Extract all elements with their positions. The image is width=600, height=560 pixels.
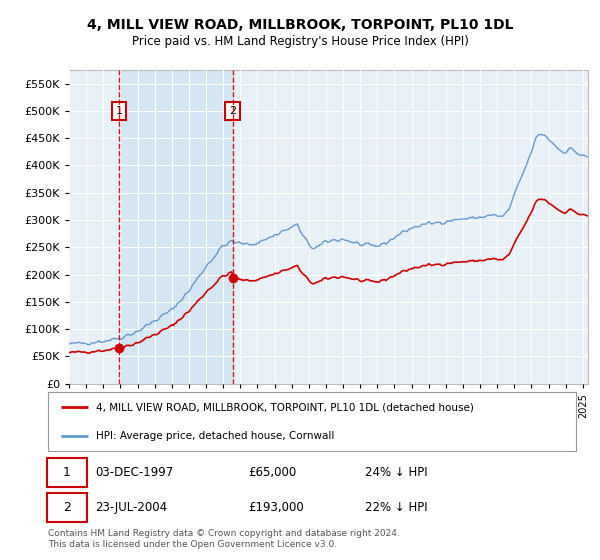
Text: Price paid vs. HM Land Registry's House Price Index (HPI): Price paid vs. HM Land Registry's House … <box>131 35 469 49</box>
Text: 2: 2 <box>229 106 236 116</box>
Bar <box>119 70 233 384</box>
Text: 1: 1 <box>63 466 71 479</box>
Text: 4, MILL VIEW ROAD, MILLBROOK, TORPOINT, PL10 1DL (detached house): 4, MILL VIEW ROAD, MILLBROOK, TORPOINT, … <box>95 402 473 412</box>
Text: 24% ↓ HPI: 24% ↓ HPI <box>365 466 427 479</box>
Text: 1: 1 <box>116 106 122 116</box>
Text: 23-JUL-2004: 23-JUL-2004 <box>95 501 167 514</box>
Text: 22% ↓ HPI: 22% ↓ HPI <box>365 501 427 514</box>
Text: 4, MILL VIEW ROAD, MILLBROOK, TORPOINT, PL10 1DL: 4, MILL VIEW ROAD, MILLBROOK, TORPOINT, … <box>87 18 513 32</box>
FancyBboxPatch shape <box>47 459 86 487</box>
Text: Contains HM Land Registry data © Crown copyright and database right 2024.
This d: Contains HM Land Registry data © Crown c… <box>48 529 400 549</box>
Text: £193,000: £193,000 <box>248 501 304 514</box>
Text: 2: 2 <box>63 501 71 514</box>
Text: HPI: Average price, detached house, Cornwall: HPI: Average price, detached house, Corn… <box>95 431 334 441</box>
Text: £65,000: £65,000 <box>248 466 297 479</box>
Text: 03-DEC-1997: 03-DEC-1997 <box>95 466 174 479</box>
FancyBboxPatch shape <box>47 493 86 521</box>
